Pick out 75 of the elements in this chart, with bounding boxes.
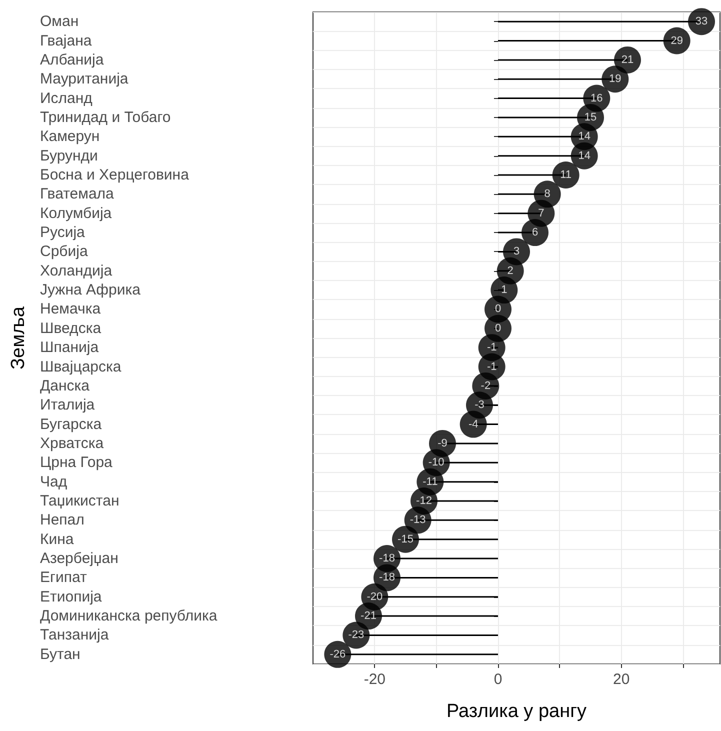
y-tick-label: Шведска [40, 320, 102, 337]
data-label: -13 [410, 514, 426, 526]
y-tick-label: Гватемала [40, 186, 115, 203]
data-label: 16 [590, 92, 603, 104]
y-tick-label: Гвајана [40, 32, 92, 50]
data-label: 6 [532, 226, 538, 239]
y-tick-label: Русија [40, 224, 86, 242]
data-label: 33 [695, 16, 708, 28]
data-label: 8 [544, 188, 550, 200]
y-tick-label: Албанија [40, 51, 104, 68]
x-tick-label: 0 [494, 671, 502, 688]
data-label: 14 [578, 150, 590, 162]
y-tick-label: Хрватска [40, 434, 104, 452]
y-tick-label: Колумбија [40, 204, 112, 222]
y-tick-label: Мауританија [40, 70, 129, 88]
data-label: 2 [507, 264, 514, 277]
data-label: -18 [379, 572, 395, 584]
data-label: 11 [560, 169, 572, 181]
data-label: 29 [670, 34, 683, 47]
y-tick-label: Црна Гора [40, 454, 114, 472]
x-tick-label: 20 [612, 671, 630, 688]
x-axis-title: Разлика у рангу [446, 701, 587, 722]
data-label: 0 [494, 303, 502, 316]
y-tick-label: Египат [40, 569, 87, 586]
y-tick-label: Таџикистан [40, 492, 120, 510]
y-tick-label: Холандија [40, 262, 113, 280]
data-label: 3 [513, 246, 520, 258]
y-tick-label: Етиопија [40, 588, 102, 606]
data-label: -26 [330, 648, 346, 660]
y-tick-label: Бурунди [40, 147, 98, 164]
y-tick-label: Непал [40, 512, 84, 529]
y-tick-label: Швајцарска [40, 358, 122, 376]
y-tick-label: Јужна Африка [40, 282, 142, 299]
point [522, 219, 548, 246]
data-label: -23 [348, 629, 364, 642]
y-tick-label: Оман [40, 13, 79, 30]
data-label: 7 [538, 207, 544, 220]
data-label: -15 [398, 533, 414, 546]
y-tick-label: Кина [40, 530, 74, 548]
data-label: -2 [480, 380, 491, 392]
y-tick-label: Данска [40, 377, 90, 394]
y-tick-label: Немачка [40, 300, 102, 318]
y-tick-label: Азербејџан [40, 550, 118, 568]
y-tick-label: Чад [40, 473, 68, 490]
y-tick-label: Тринидад и Тобаго [40, 108, 171, 126]
y-tick-label: Исланд [40, 90, 93, 107]
y-axis-title: Земља [8, 306, 29, 370]
data-label: 0 [494, 322, 502, 334]
data-label: -4 [468, 418, 478, 430]
data-label: -21 [360, 610, 376, 622]
data-label: 21 [621, 54, 634, 66]
y-tick-label: Шпанија [40, 339, 100, 356]
data-label: 15 [584, 111, 597, 124]
data-label: -1 [486, 342, 497, 354]
x-tick-label: -20 [364, 671, 386, 688]
point [460, 410, 487, 438]
data-label: -10 [428, 456, 444, 469]
data-label: -12 [416, 495, 432, 507]
data-label: -11 [422, 476, 438, 488]
data-label: -1 [486, 360, 497, 373]
y-tick-label: Доминиканска република [40, 608, 218, 625]
data-label: -20 [366, 590, 383, 603]
data-label: 1 [501, 284, 508, 296]
y-tick-label: Србија [40, 243, 88, 260]
y-tick-label: Танзанија [40, 626, 110, 644]
data-label: 19 [609, 73, 622, 86]
y-tick-label: Босна и Херцеговина [40, 166, 190, 184]
data-label: -3 [474, 399, 484, 412]
data-label: -9 [438, 437, 448, 450]
data-label: -18 [379, 552, 395, 565]
data-label: 14 [578, 130, 590, 143]
y-tick-label: Бугарска [40, 416, 102, 433]
y-tick-label: Камерун [40, 128, 100, 146]
y-tick-label: Бутан [40, 646, 80, 663]
y-tick-label: Италија [40, 396, 96, 414]
